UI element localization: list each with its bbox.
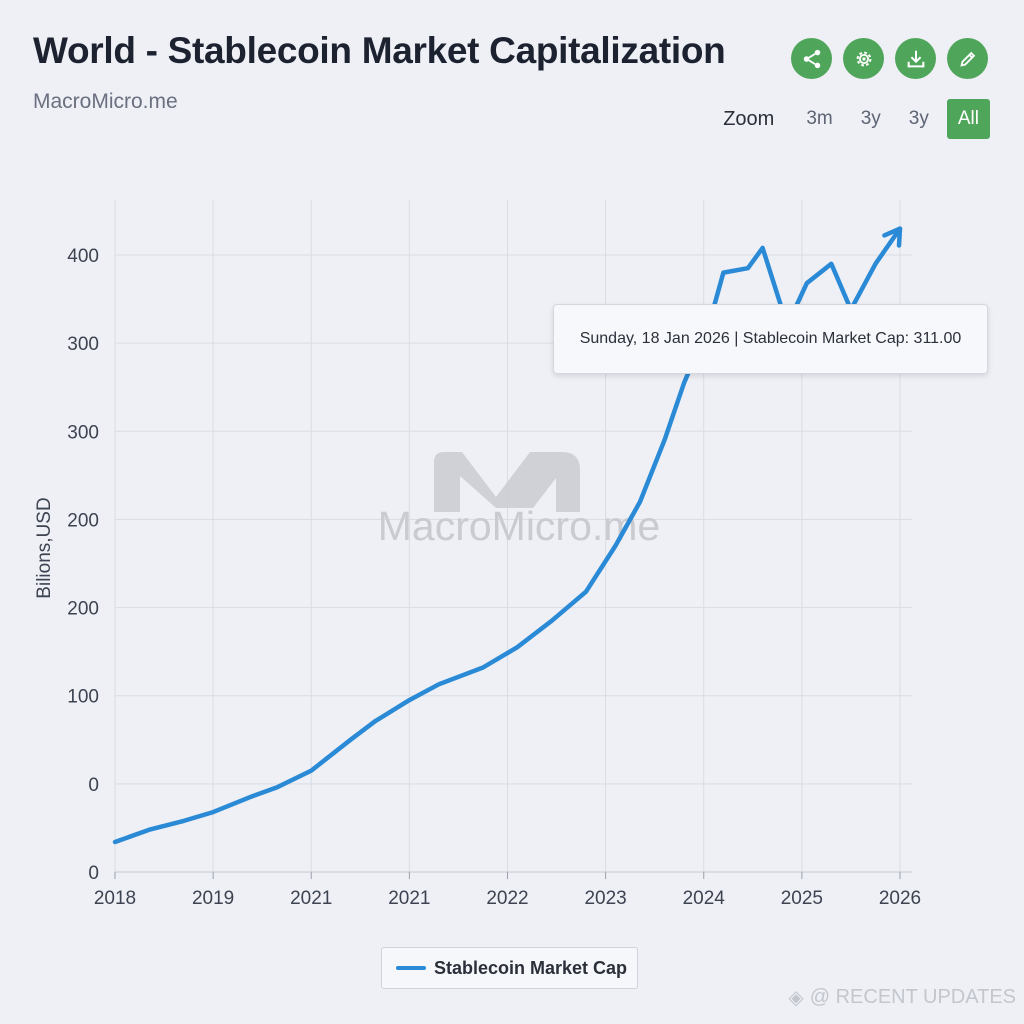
grid-lines [114,200,912,873]
watermark: MacroMicro.me [378,452,660,549]
x-tick-label: 2023 [584,888,626,909]
watermark-logo [434,452,580,512]
share-icon [803,49,820,68]
y-tick-label: 0 [88,775,99,796]
download-button[interactable] [895,38,936,79]
x-tick-label: 2021 [290,888,332,909]
y-tick-label: 0 [88,863,99,884]
edit-button[interactable] [947,38,988,79]
settings-button[interactable] [843,38,884,79]
zoom-3y-button[interactable]: 3y [860,108,881,129]
y-tick-label: 200 [67,510,99,531]
legend-swatch [396,966,426,970]
zoom-selector: Zoom 3m 3y 3y All [723,99,990,139]
x-tick-label: 2019 [192,888,234,909]
y-axis-ticks: 0 0 100 200 200 300 300 400 [67,246,99,884]
chart-tooltip: Sunday, 18 Jan 2026 | Stablecoin Market … [553,304,988,374]
legend-item[interactable]: Stablecoin Market Cap [381,947,638,989]
x-tick-label: 2024 [683,888,726,909]
footer-watermark: ◈ @ RECENT UPDATES [788,985,1016,1010]
y-tick-label: 300 [67,422,99,443]
x-tick-label: 2025 [781,888,823,909]
zoom-3y-alt-button[interactable]: 3y [908,108,929,129]
legend-label: Stablecoin Market Cap [434,957,628,978]
footer-text: @ RECENT UPDATES [809,986,1016,1008]
y-axis-label: Bilions,USD [34,497,55,598]
y-tick-label: 400 [67,246,99,267]
y-tick-label: 200 [67,599,99,620]
y-tick-label: 300 [67,334,99,355]
x-tick-label: 2026 [879,888,921,909]
y-tick-label: 100 [67,687,99,708]
download-icon [907,50,924,67]
tooltip-text: Sunday, 18 Jan 2026 | Stablecoin Market … [579,330,962,347]
share-button[interactable] [791,38,832,79]
source-label: MacroMicro.me [33,90,178,113]
watermark-text: MacroMicro.me [378,503,660,549]
x-tick-label: 2021 [388,888,430,909]
action-bar [791,38,988,79]
gear-icon [856,51,871,66]
zoom-3m-button[interactable]: 3m [806,108,833,129]
pencil-icon [959,51,975,67]
arrowhead-icon [882,226,903,248]
x-axis-ticks: 2018 2019 2021 2021 2022 2023 2024 2025 2026 [94,872,921,909]
x-tick-label: 2022 [486,888,528,909]
diamond-icon: ◈ [788,987,804,1009]
zoom-label: Zoom [723,107,775,130]
zoom-all-button[interactable]: All [946,99,990,139]
chart-title: World - Stablecoin Market Capitalization [33,30,726,71]
x-tick-label: 2018 [94,888,136,909]
